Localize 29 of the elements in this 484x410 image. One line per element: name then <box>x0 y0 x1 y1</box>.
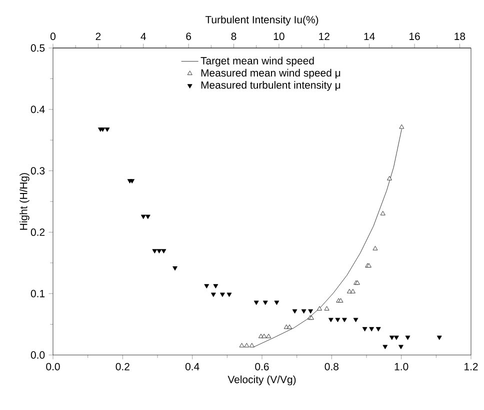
x-tick-label: 1.0 <box>394 362 408 370</box>
x2-tick-label: 14 <box>364 32 375 40</box>
x2-tick-label: 2 <box>96 32 101 40</box>
y-tick-label: 0.5 <box>30 44 45 52</box>
x-tick-label: 0.8 <box>324 362 338 370</box>
legend-label: Measured turbulent intensity μ <box>201 81 340 91</box>
x2-tick-label: 12 <box>319 32 330 40</box>
x-tick-label: 1.2 <box>464 362 478 370</box>
x2-tick-label: 16 <box>409 32 420 40</box>
x-tick-label: 0.0 <box>46 362 60 370</box>
y-tick-label: 0.2 <box>30 228 45 236</box>
y-tick-label: 0.3 <box>30 167 45 175</box>
y-tick-label: 0.0 <box>30 351 45 359</box>
x2-tick-label: 8 <box>231 32 236 40</box>
x2-tick-label: 18 <box>454 32 466 40</box>
x-axis-title: Velocity (V/Vg) <box>228 376 296 386</box>
legend-label: Target mean wind speed <box>200 56 314 67</box>
legend-label: Measured mean wind speed μ <box>201 68 340 79</box>
y-tick-label: 0.4 <box>30 106 45 114</box>
x2-tick-label: 6 <box>186 32 192 40</box>
x2-tick-label: 4 <box>140 32 146 40</box>
x2-tick-label: 10 <box>274 32 284 40</box>
x2-axis-title: Turbulent Intensity Iu(%) <box>205 16 318 26</box>
x-tick-label: 0.2 <box>116 362 130 370</box>
y-tick-label: 0.1 <box>30 290 45 298</box>
x2-tick-label: 0 <box>50 32 56 40</box>
x-tick-label: 0.6 <box>255 362 269 370</box>
y-axis-title: Hight (H/Hg) <box>20 173 30 230</box>
x-tick-label: 0.4 <box>185 362 200 370</box>
